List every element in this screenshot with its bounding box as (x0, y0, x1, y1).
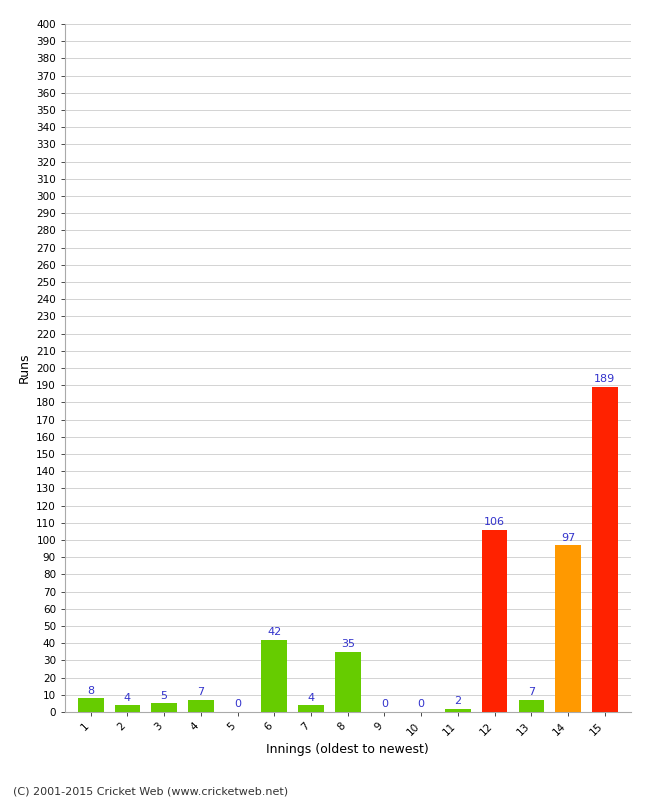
Bar (519, 700, 544, 712)
Bar (188, 700, 214, 712)
Text: 4: 4 (124, 693, 131, 702)
Text: 7: 7 (198, 687, 205, 698)
Text: 0: 0 (381, 699, 388, 710)
Bar (445, 709, 471, 712)
Text: 7: 7 (528, 687, 535, 698)
Y-axis label: Runs: Runs (18, 353, 31, 383)
Text: 35: 35 (341, 639, 355, 650)
Bar (482, 530, 508, 712)
Text: 97: 97 (561, 533, 575, 542)
Text: 4: 4 (307, 693, 315, 702)
Bar (298, 705, 324, 712)
X-axis label: Innings (oldest to newest): Innings (oldest to newest) (266, 743, 429, 756)
Bar (261, 640, 287, 712)
Text: 0: 0 (418, 699, 424, 710)
Text: 5: 5 (161, 691, 168, 701)
Bar (555, 545, 581, 712)
Text: 0: 0 (234, 699, 241, 710)
Bar (114, 705, 140, 712)
Text: 8: 8 (87, 686, 94, 696)
Bar (151, 703, 177, 712)
Bar (335, 652, 361, 712)
Text: 42: 42 (267, 627, 281, 637)
Text: 106: 106 (484, 517, 505, 527)
Text: 2: 2 (454, 696, 462, 706)
Text: (C) 2001-2015 Cricket Web (www.cricketweb.net): (C) 2001-2015 Cricket Web (www.cricketwe… (13, 786, 288, 796)
Text: 189: 189 (594, 374, 616, 384)
Bar (592, 387, 617, 712)
Bar (78, 698, 103, 712)
